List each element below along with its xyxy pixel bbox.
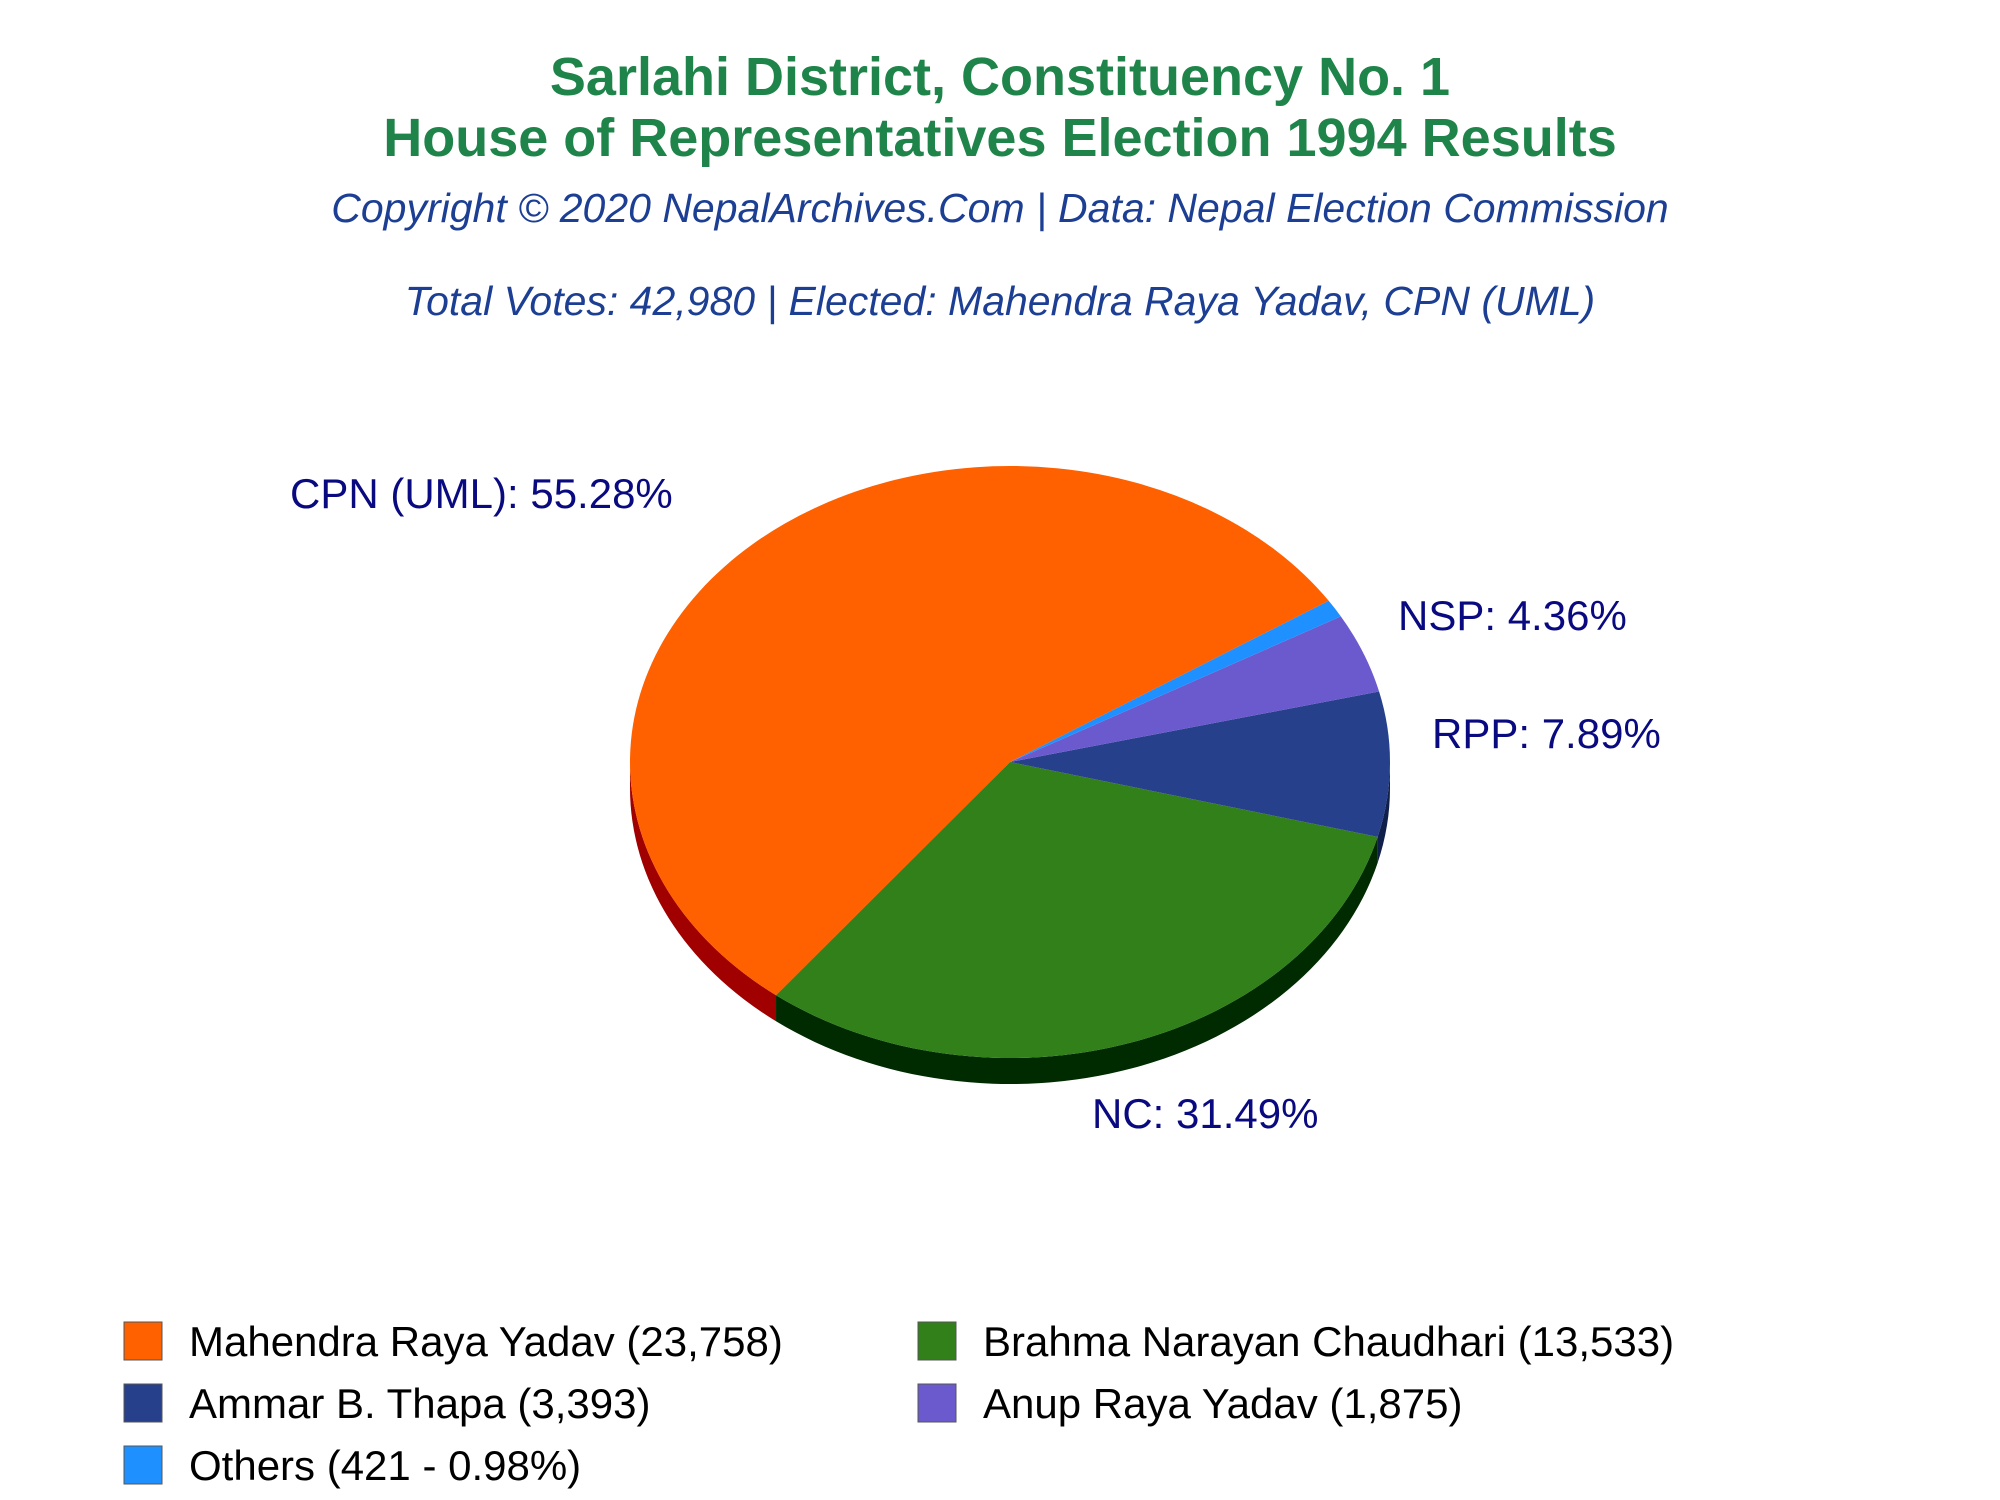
legend-swatch-2 — [123, 1383, 163, 1423]
pie-depth — [630, 762, 1390, 1084]
pie-depth-1 — [776, 836, 1378, 1084]
legend-label-3: Anup Raya Yadav (1,875) — [983, 1380, 1462, 1427]
pie-slice-2 — [1010, 691, 1390, 837]
legend-label-4: Others (421 - 0.98%) — [189, 1442, 581, 1489]
pie-label-0: CPN (UML): 55.28% — [290, 470, 673, 517]
pie-label-1: NC: 31.49% — [1092, 1090, 1318, 1137]
chart-subtitle-2: Total Votes: 42,980 | Elected: Mahendra … — [405, 278, 1595, 324]
chart-title-line2: House of Representatives Election 1994 R… — [383, 108, 1616, 168]
chart-subtitle: Copyright © 2020 NepalArchives.Com | Dat… — [331, 185, 1669, 231]
pie-depth-2 — [1377, 762, 1390, 863]
pie-label-2: RPP: 7.89% — [1432, 710, 1661, 757]
pie-slices — [630, 466, 1390, 1058]
pie-slice-1 — [776, 762, 1378, 1058]
legend-swatch-1 — [917, 1321, 957, 1361]
legend-label-0: Mahendra Raya Yadav (23,758) — [189, 1318, 783, 1365]
pie-depth-0 — [630, 762, 777, 1022]
legend-label-2: Ammar B. Thapa (3,393) — [189, 1380, 650, 1427]
pie-label-3: NSP: 4.36% — [1398, 592, 1627, 639]
legend-swatch-4 — [123, 1445, 163, 1485]
legend-swatch-3 — [917, 1383, 957, 1423]
pie-slice-4 — [1010, 600, 1341, 762]
legend-swatch-0 — [123, 1321, 163, 1361]
pie-slice-0 — [630, 466, 1329, 996]
pie-slice-3 — [1010, 616, 1380, 762]
chart-title: Sarlahi District, Constituency No. 1 — [550, 47, 1450, 107]
legend-label-1: Brahma Narayan Chaudhari (13,533) — [983, 1318, 1674, 1365]
legend: Mahendra Raya Yadav (23,758) Brahma Naray… — [123, 1318, 1674, 1489]
pie-labels: CPN (UML): 55.28% NC: 31.49% RPP: 7.89% NSP… — [290, 470, 1661, 1137]
